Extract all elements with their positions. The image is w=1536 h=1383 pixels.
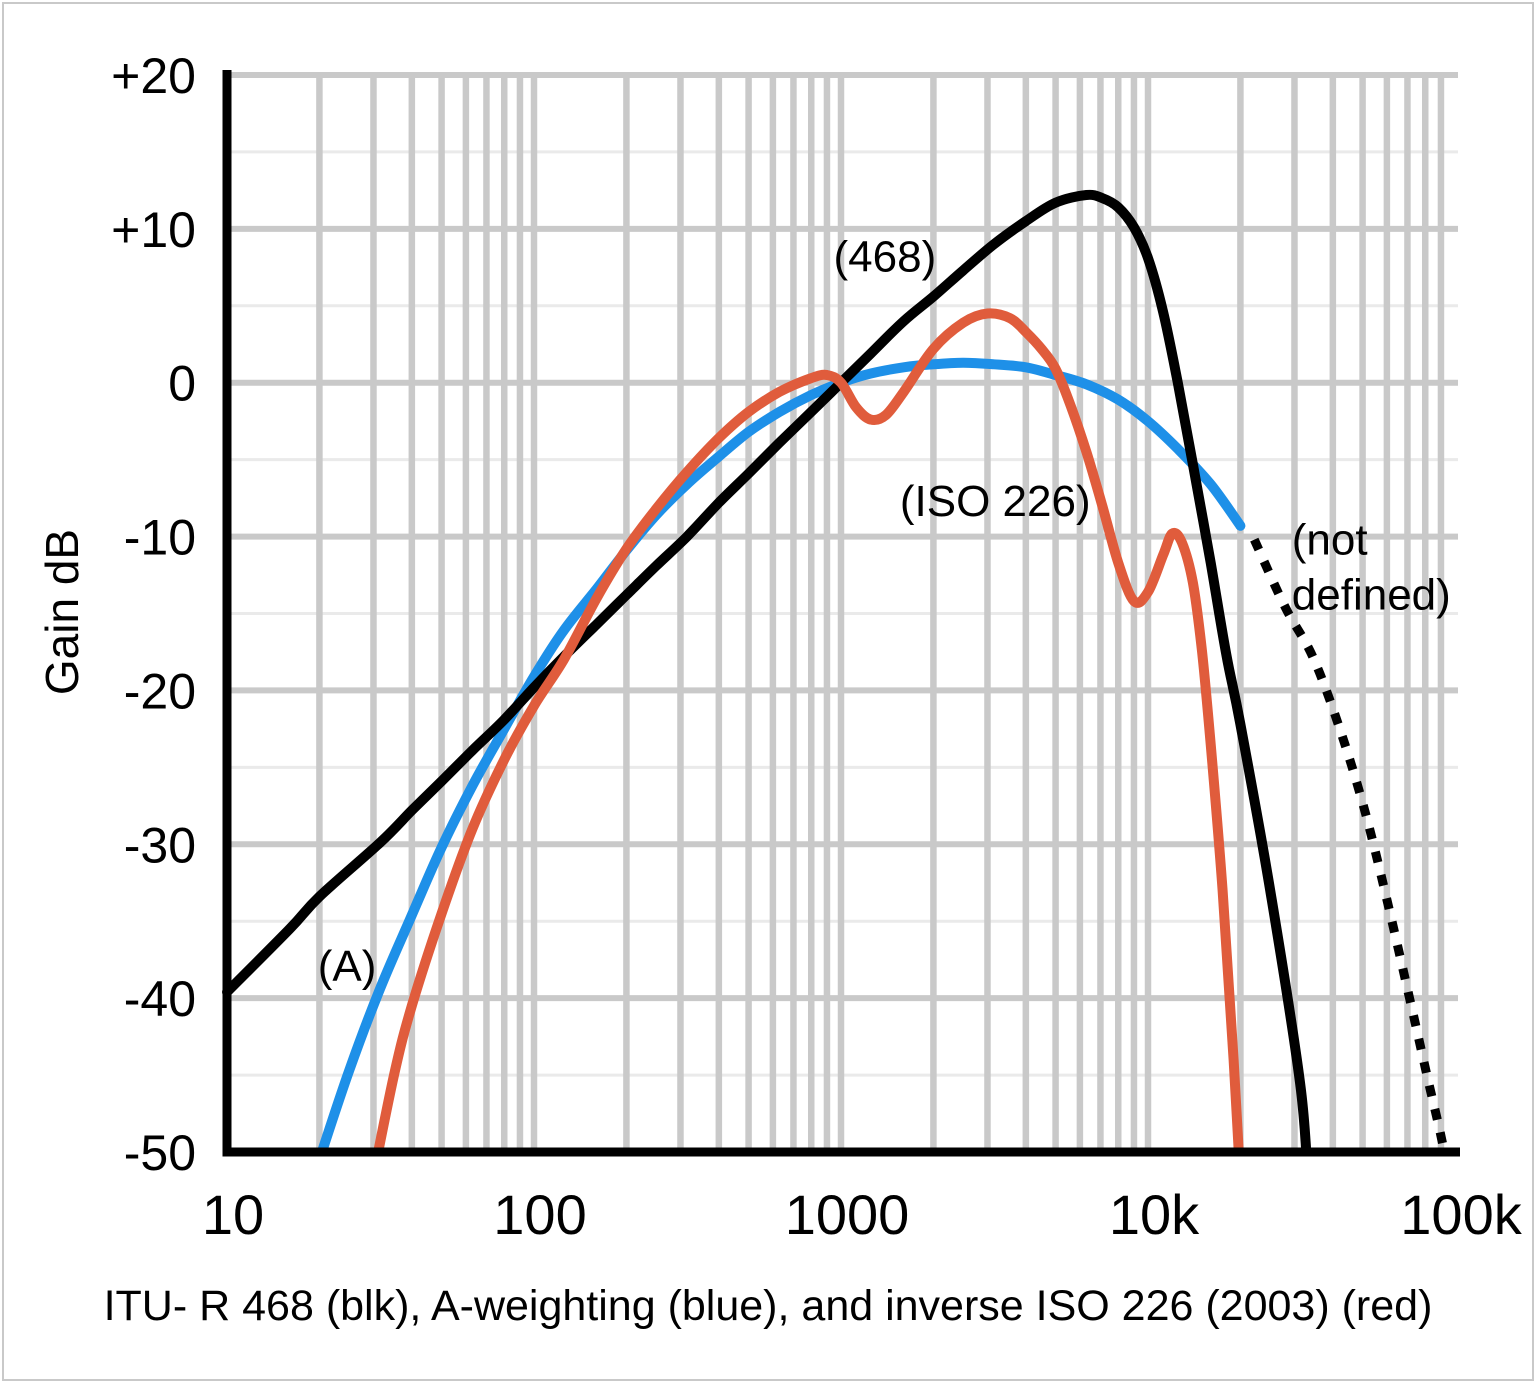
y-tick-label: -50 <box>124 1125 196 1181</box>
y-tick-label: -30 <box>124 817 196 873</box>
y-tick-label: +10 <box>111 202 196 258</box>
y-tick-label: -40 <box>124 971 196 1027</box>
curve-inverse-iso-226 <box>373 308 1244 1148</box>
y-tick-label: 0 <box>168 356 196 412</box>
x-tick-label: 10 <box>202 1183 264 1246</box>
annotation-label-iso-226: (ISO 226) <box>900 477 1091 526</box>
curve-itu-r-468 <box>222 189 1312 1148</box>
x-tick-label: 10k <box>1109 1183 1200 1246</box>
curve-a-weighting <box>317 357 1246 1148</box>
annotation-label-a: (A) <box>318 942 377 991</box>
y-axis-title: Gain dB <box>36 528 88 696</box>
annotation-label-not-defined: (not defined) <box>1292 516 1451 620</box>
x-tick-label: 100 <box>493 1183 586 1246</box>
chart-caption: ITU- R 468 (blk), A-weighting (blue), an… <box>103 1282 1433 1330</box>
y-tick-label: -20 <box>124 663 196 719</box>
curve-not-defined-dotted <box>1250 537 1448 1148</box>
y-tick-label: -10 <box>124 510 196 566</box>
x-tick-label: 100k <box>1400 1183 1522 1246</box>
annotation-label-468: (468) <box>834 233 937 282</box>
y-tick-label: +20 <box>111 48 196 104</box>
x-tick-label: 1000 <box>785 1183 910 1246</box>
